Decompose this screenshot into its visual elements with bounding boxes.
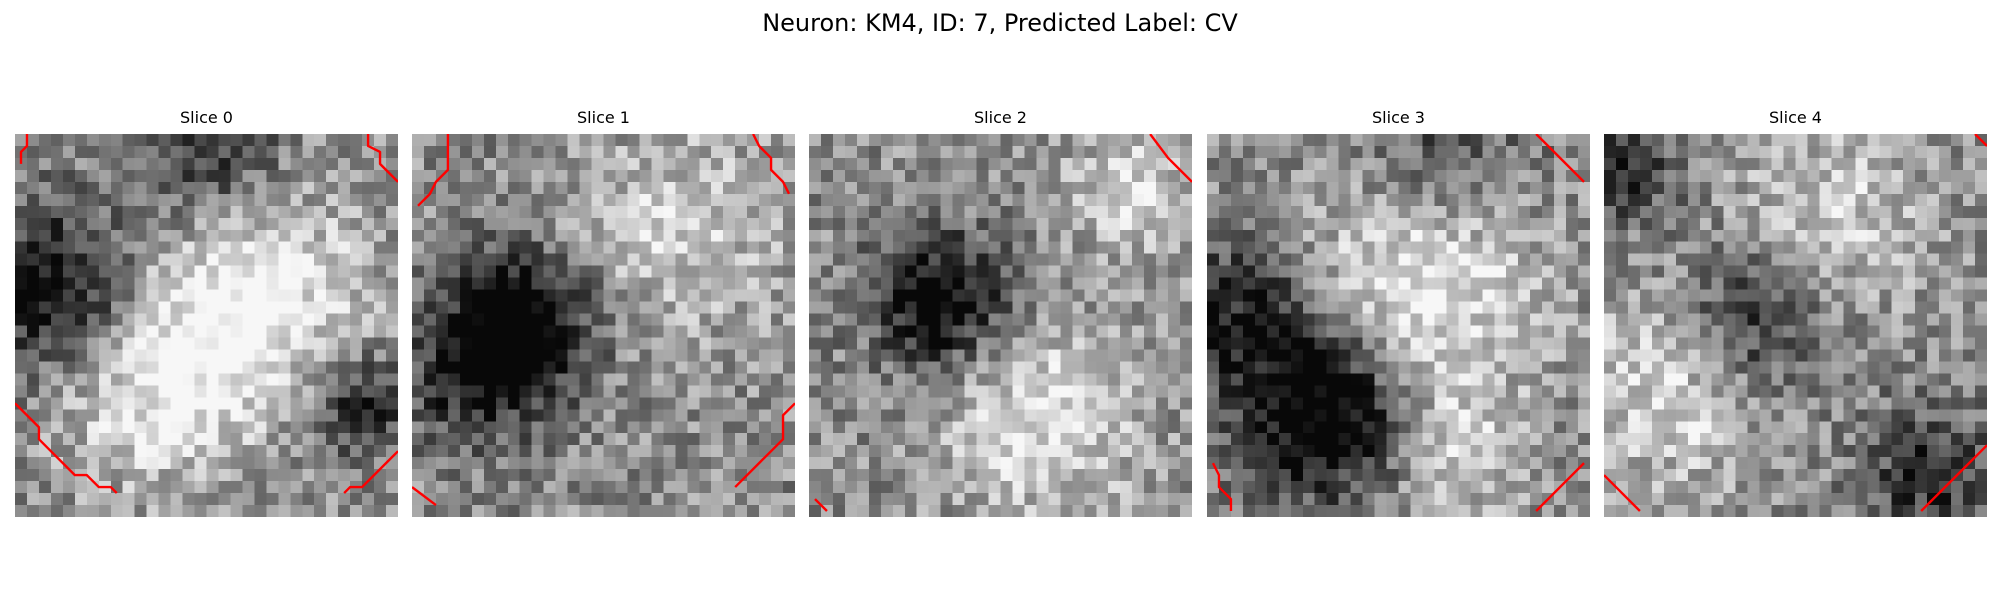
slice-title: Slice 4 — [1769, 108, 1822, 127]
contour-line — [814, 498, 828, 512]
contour-line — [417, 134, 450, 207]
slice-image — [1604, 134, 1987, 517]
slice-title: Slice 3 — [1372, 108, 1425, 127]
slice-title: Slice 0 — [180, 108, 233, 127]
slice-panel-4: Slice 4 — [1604, 108, 1987, 517]
contour-line — [15, 402, 118, 494]
slice-image — [412, 134, 795, 517]
slice-image — [15, 134, 398, 517]
slice-panel-3: Slice 3 — [1207, 108, 1590, 517]
contour-line — [1535, 462, 1585, 512]
contour-line — [343, 450, 398, 494]
contour-line — [1535, 134, 1585, 183]
slice-heatmap — [1207, 134, 1590, 517]
slice-heatmap — [809, 134, 1192, 517]
contour-line — [1149, 134, 1192, 183]
contour-line — [1974, 134, 1987, 147]
slice-heatmap — [412, 134, 795, 517]
contour-line — [366, 134, 398, 183]
slice-panel-1: Slice 1 — [412, 108, 795, 517]
slice-title: Slice 1 — [577, 108, 630, 127]
figure-title: Neuron: KM4, ID: 7, Predicted Label: CV — [762, 9, 1238, 37]
slice-heatmap — [1604, 134, 1987, 517]
contour-line — [1211, 462, 1233, 512]
slice-image — [809, 134, 1192, 517]
contour-line — [734, 402, 795, 488]
slice-heatmap — [15, 134, 398, 517]
slice-title: Slice 2 — [974, 108, 1027, 127]
contour-line — [752, 134, 791, 195]
contour-line — [1920, 444, 1987, 512]
slice-panel-0: Slice 0 — [15, 108, 398, 517]
slice-image — [1207, 134, 1590, 517]
contour-line — [412, 486, 437, 506]
slice-panel-2: Slice 2 — [809, 108, 1192, 517]
contour-line — [1604, 474, 1641, 512]
contour-line — [19, 134, 29, 164]
